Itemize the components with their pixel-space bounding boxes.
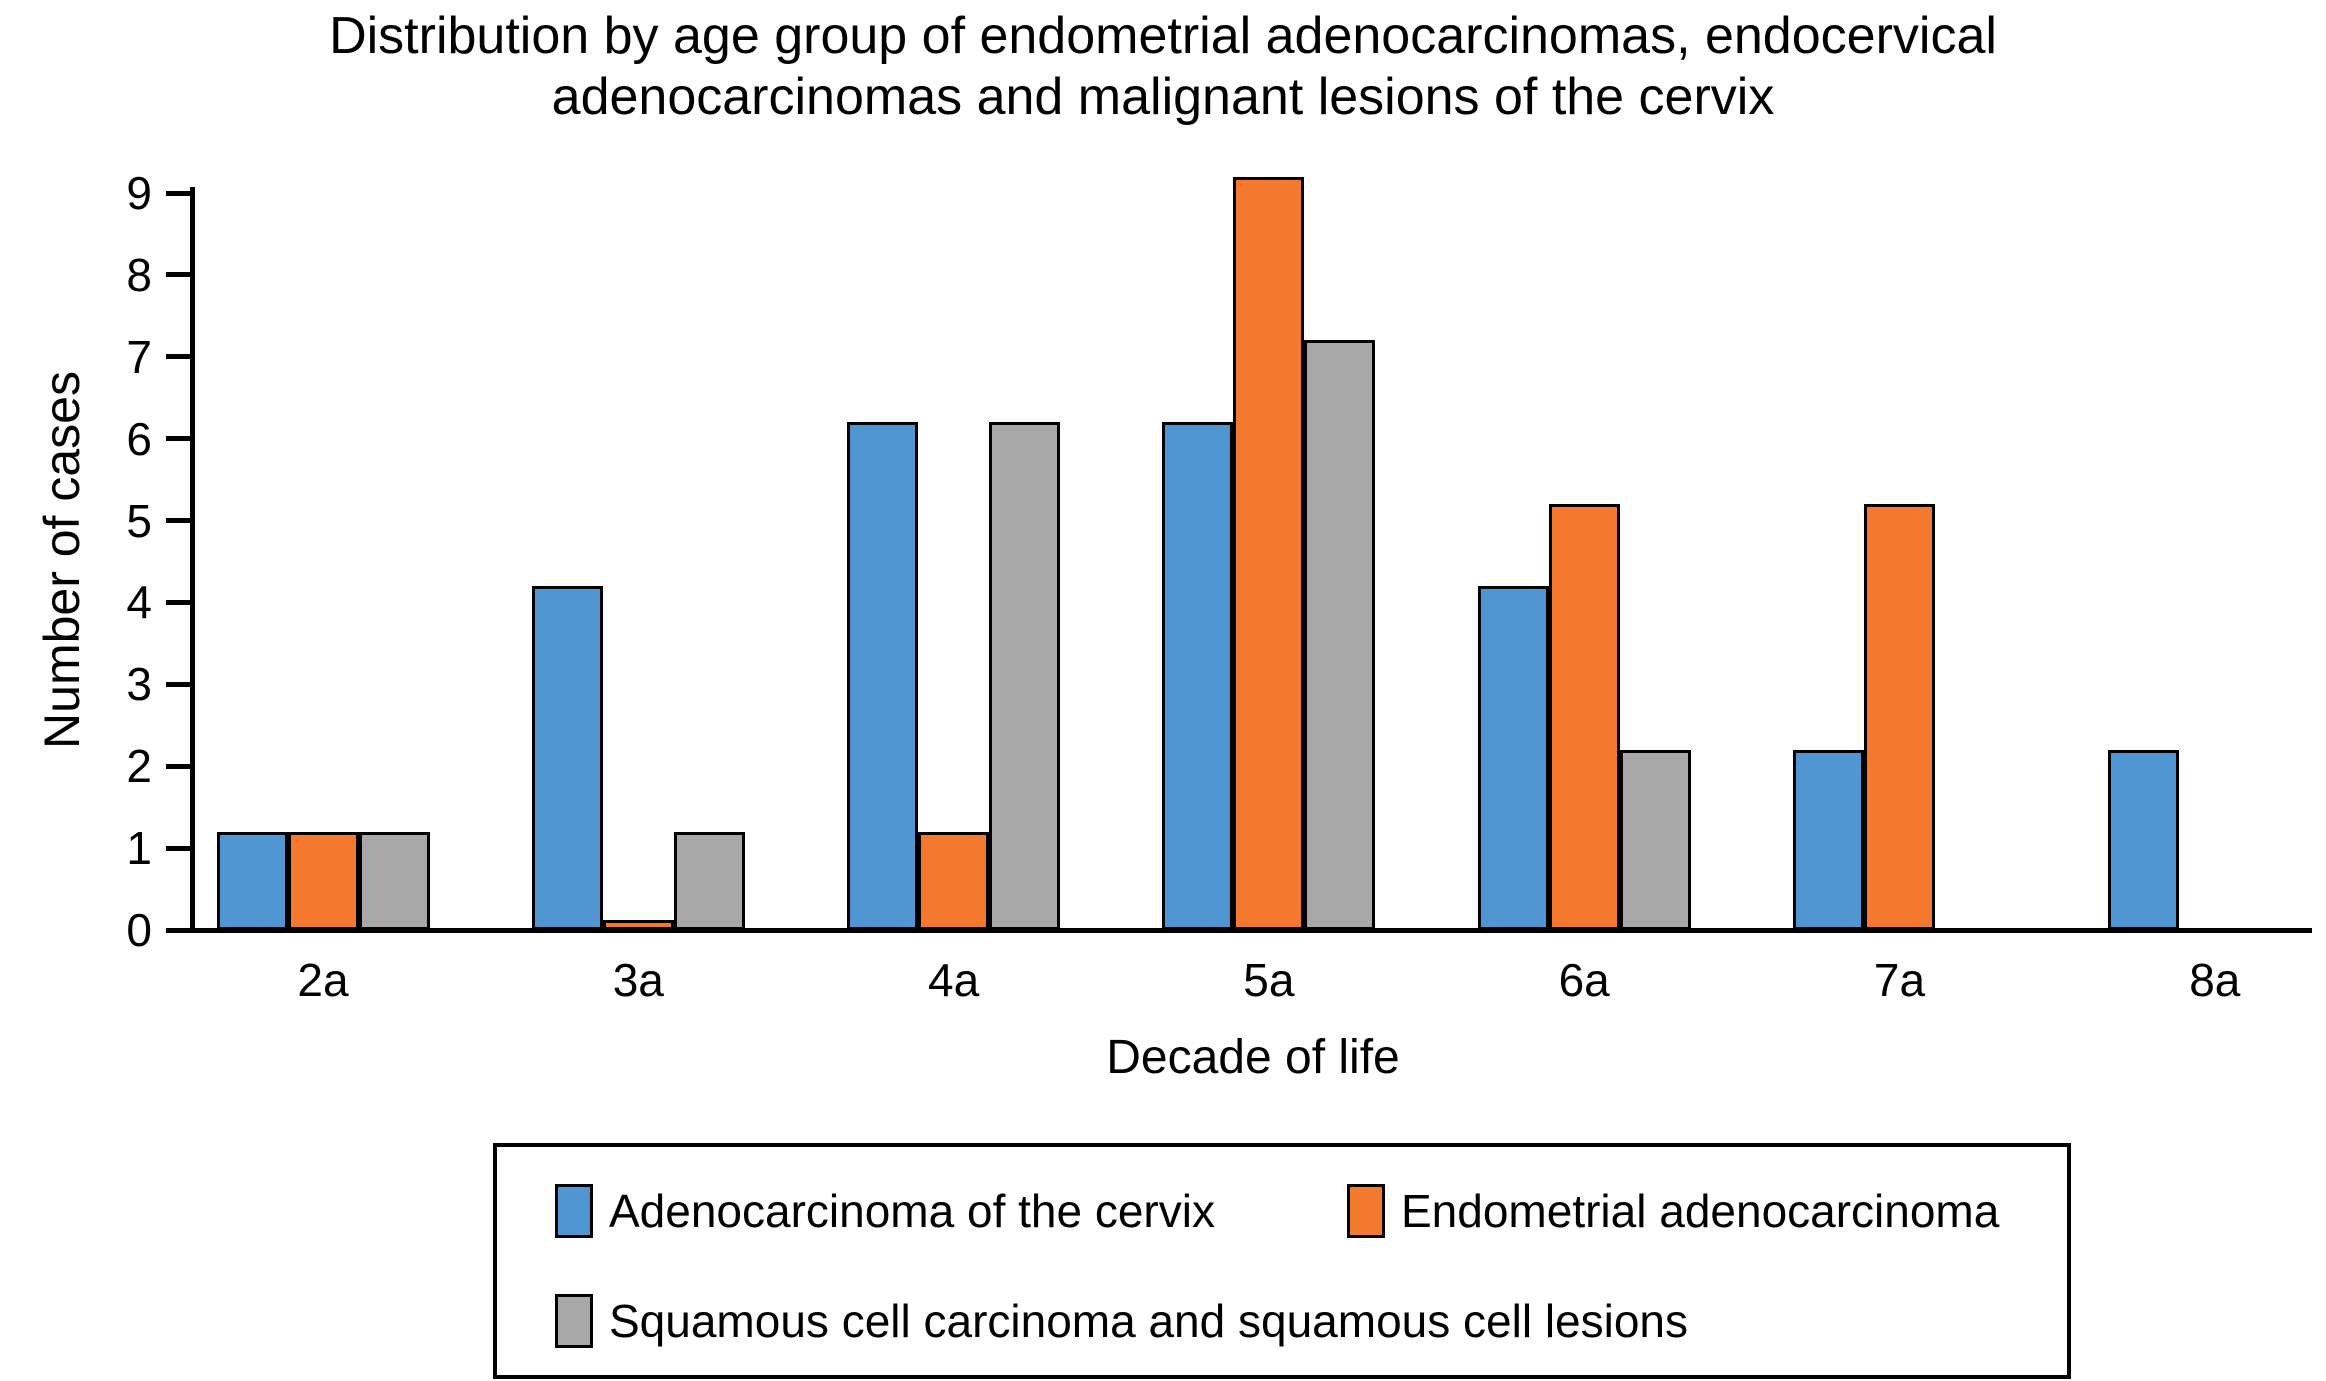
y-tick-label: 8 bbox=[126, 248, 152, 301]
legend-label: Adenocarcinoma of the cervix bbox=[609, 1185, 1215, 1237]
bar-6a-series3 bbox=[1619, 749, 1691, 930]
bar-4a-series3 bbox=[989, 422, 1061, 930]
y-tick-label: 6 bbox=[126, 412, 152, 465]
bar-4a-series2 bbox=[918, 831, 990, 930]
x-axis-title: Decade of life bbox=[1106, 1031, 1400, 1084]
x-tick-label-5a: 5a bbox=[1243, 954, 1295, 1006]
bar-6a-series1 bbox=[1477, 586, 1549, 930]
y-tick-mark bbox=[166, 845, 190, 851]
y-tick-label: 4 bbox=[126, 576, 152, 629]
y-tick-label: 2 bbox=[126, 740, 152, 793]
chart-title: Distribution by age group of endometrial… bbox=[0, 6, 2326, 128]
y-tick-mark bbox=[166, 354, 190, 360]
bar-5a-series2 bbox=[1233, 176, 1305, 930]
legend-item-series2: Endometrial adenocarcinoma bbox=[1347, 1184, 1999, 1238]
y-tick-mark bbox=[166, 436, 190, 442]
bar-2a-series2 bbox=[287, 831, 359, 930]
y-tick-label: 5 bbox=[126, 494, 152, 547]
x-tick-label-8a: 8a bbox=[2189, 954, 2241, 1006]
y-tick-mark bbox=[166, 681, 190, 687]
chart-title-line2: adenocarcinomas and malignant lesions of… bbox=[551, 67, 1775, 126]
y-tick-mark bbox=[166, 927, 190, 933]
bar-2a-series3 bbox=[358, 831, 430, 930]
y-tick-mark bbox=[166, 599, 190, 605]
legend-swatch-icon bbox=[1347, 1184, 1385, 1238]
y-tick-mark bbox=[166, 190, 190, 196]
x-tick-label-6a: 6a bbox=[1558, 954, 1610, 1006]
x-tick-label-4a: 4a bbox=[928, 954, 980, 1006]
bar-3a-series3 bbox=[673, 831, 745, 930]
y-tick-mark bbox=[166, 272, 190, 278]
legend-label: Squamous cell carcinoma and squamous cel… bbox=[609, 1295, 1689, 1347]
legend: Adenocarcinoma of the cervix Endometrial … bbox=[493, 1143, 2071, 1379]
x-tick-label-3a: 3a bbox=[612, 954, 664, 1006]
bar-7a-series1 bbox=[1793, 749, 1864, 930]
y-tick-label: 9 bbox=[126, 167, 152, 219]
bar-5a-series1 bbox=[1162, 422, 1234, 930]
bar-3a-series1 bbox=[531, 586, 603, 930]
x-tick-label-7a: 7a bbox=[1873, 954, 1926, 1006]
chart-title-line1: Distribution by age group of endometrial… bbox=[329, 7, 1997, 65]
y-tick-label: 0 bbox=[126, 904, 152, 956]
legend-swatch-icon bbox=[555, 1294, 593, 1348]
bar-6a-series2 bbox=[1548, 504, 1620, 930]
y-tick-label: 3 bbox=[126, 658, 152, 711]
x-tick-label-2a: 2a bbox=[297, 954, 349, 1006]
legend-item-series1: Adenocarcinoma of the cervix bbox=[555, 1184, 1215, 1238]
y-axis-line bbox=[190, 187, 195, 933]
legend-item-series3: Squamous cell carcinoma and squamous cel… bbox=[555, 1294, 1688, 1348]
y-tick-mark bbox=[166, 763, 190, 769]
bar-7a-series2 bbox=[1864, 504, 1935, 930]
bar-8a-series1 bbox=[2108, 749, 2180, 930]
y-tick-label: 7 bbox=[126, 330, 152, 383]
bar-3a-series2 bbox=[602, 920, 674, 930]
y-tick-label: 1 bbox=[126, 822, 152, 875]
x-axis-line bbox=[190, 928, 2312, 933]
bar-5a-series3 bbox=[1304, 340, 1376, 930]
legend-swatch-icon bbox=[555, 1184, 593, 1238]
bar-4a-series1 bbox=[847, 422, 919, 930]
bar-2a-series1 bbox=[216, 831, 288, 930]
legend-label: Endometrial adenocarcinoma bbox=[1401, 1185, 2000, 1237]
y-tick-mark bbox=[166, 518, 190, 524]
